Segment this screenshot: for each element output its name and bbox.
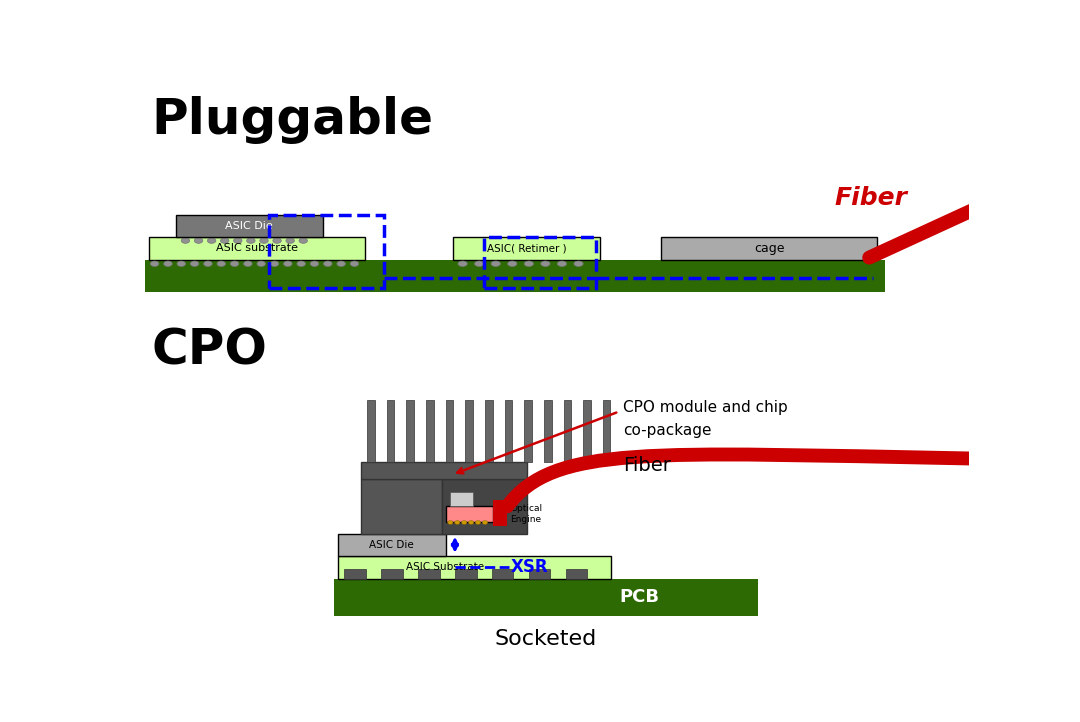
FancyBboxPatch shape xyxy=(176,215,323,237)
Ellipse shape xyxy=(461,521,467,524)
FancyBboxPatch shape xyxy=(544,400,552,461)
FancyBboxPatch shape xyxy=(387,400,394,461)
Ellipse shape xyxy=(260,238,268,243)
Ellipse shape xyxy=(220,238,229,243)
Text: PCB: PCB xyxy=(619,588,659,606)
FancyBboxPatch shape xyxy=(427,400,434,461)
Ellipse shape xyxy=(273,238,281,243)
Ellipse shape xyxy=(483,521,488,524)
Ellipse shape xyxy=(350,261,359,266)
Text: ASIC Die: ASIC Die xyxy=(226,221,273,231)
FancyBboxPatch shape xyxy=(361,461,527,479)
Ellipse shape xyxy=(524,261,534,266)
Ellipse shape xyxy=(233,238,242,243)
Ellipse shape xyxy=(557,261,567,266)
Ellipse shape xyxy=(207,238,216,243)
FancyBboxPatch shape xyxy=(529,569,551,580)
FancyBboxPatch shape xyxy=(566,569,588,580)
FancyBboxPatch shape xyxy=(454,237,599,260)
Ellipse shape xyxy=(508,261,517,266)
FancyBboxPatch shape xyxy=(465,400,473,461)
FancyBboxPatch shape xyxy=(564,400,571,461)
Ellipse shape xyxy=(150,261,159,266)
Ellipse shape xyxy=(299,238,308,243)
Ellipse shape xyxy=(310,261,319,266)
Text: ASIC Substrate: ASIC Substrate xyxy=(406,562,484,572)
Text: ASIC( Retimer ): ASIC( Retimer ) xyxy=(487,243,566,253)
Ellipse shape xyxy=(286,238,295,243)
Text: Fiber: Fiber xyxy=(623,456,671,475)
Text: Pluggable: Pluggable xyxy=(151,96,433,144)
Text: co-package: co-package xyxy=(623,423,712,438)
Text: CPO module and chip: CPO module and chip xyxy=(623,400,787,415)
Text: ASIC Die: ASIC Die xyxy=(369,540,414,549)
FancyBboxPatch shape xyxy=(361,479,442,534)
Ellipse shape xyxy=(541,261,550,266)
Ellipse shape xyxy=(270,261,279,266)
FancyBboxPatch shape xyxy=(449,492,473,505)
FancyBboxPatch shape xyxy=(485,400,492,461)
FancyBboxPatch shape xyxy=(442,479,527,534)
Ellipse shape xyxy=(469,521,474,524)
Ellipse shape xyxy=(257,261,266,266)
Ellipse shape xyxy=(474,261,484,266)
Ellipse shape xyxy=(164,261,172,266)
FancyBboxPatch shape xyxy=(504,400,512,461)
Ellipse shape xyxy=(181,238,190,243)
Ellipse shape xyxy=(217,261,226,266)
FancyBboxPatch shape xyxy=(455,569,476,580)
FancyBboxPatch shape xyxy=(418,569,440,580)
FancyBboxPatch shape xyxy=(149,237,365,260)
Ellipse shape xyxy=(324,261,332,266)
FancyBboxPatch shape xyxy=(338,534,446,555)
FancyBboxPatch shape xyxy=(524,400,532,461)
FancyBboxPatch shape xyxy=(146,260,885,292)
FancyBboxPatch shape xyxy=(494,500,508,526)
Text: Fiber: Fiber xyxy=(835,186,907,210)
Ellipse shape xyxy=(491,261,500,266)
Ellipse shape xyxy=(230,261,239,266)
FancyBboxPatch shape xyxy=(367,400,375,461)
Ellipse shape xyxy=(447,521,453,524)
FancyBboxPatch shape xyxy=(381,569,403,580)
FancyBboxPatch shape xyxy=(491,569,513,580)
FancyBboxPatch shape xyxy=(345,569,366,580)
FancyBboxPatch shape xyxy=(406,400,414,461)
Ellipse shape xyxy=(475,521,481,524)
Text: XSR: XSR xyxy=(511,558,548,576)
Ellipse shape xyxy=(190,261,199,266)
Ellipse shape xyxy=(204,261,212,266)
Text: cage: cage xyxy=(754,242,784,255)
Ellipse shape xyxy=(337,261,346,266)
Ellipse shape xyxy=(573,261,583,266)
Ellipse shape xyxy=(177,261,186,266)
Ellipse shape xyxy=(458,261,468,266)
FancyBboxPatch shape xyxy=(446,400,454,461)
Text: ASIC substrate: ASIC substrate xyxy=(216,243,298,253)
FancyBboxPatch shape xyxy=(661,237,877,260)
Text: Socketed: Socketed xyxy=(495,629,597,649)
Text: CPO: CPO xyxy=(151,327,268,375)
FancyBboxPatch shape xyxy=(583,400,591,461)
FancyBboxPatch shape xyxy=(334,578,757,616)
Ellipse shape xyxy=(297,261,306,266)
Ellipse shape xyxy=(455,521,460,524)
Ellipse shape xyxy=(244,261,252,266)
Ellipse shape xyxy=(246,238,255,243)
Text: Optical
Engine: Optical Engine xyxy=(511,504,542,523)
Ellipse shape xyxy=(194,238,203,243)
Ellipse shape xyxy=(284,261,292,266)
FancyBboxPatch shape xyxy=(603,400,610,461)
FancyBboxPatch shape xyxy=(446,505,494,523)
FancyBboxPatch shape xyxy=(338,555,611,578)
